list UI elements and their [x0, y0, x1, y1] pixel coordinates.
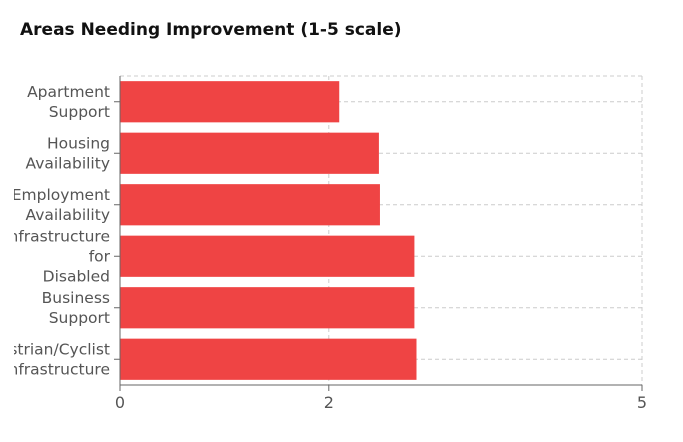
- category-label: Housing Availability: [26, 134, 111, 172]
- x-tick-label: 5: [637, 393, 647, 412]
- bar[interactable]: [120, 81, 340, 123]
- bar[interactable]: [120, 132, 379, 174]
- category-label: Apartment Support: [27, 83, 110, 121]
- x-tick-label: 2: [324, 393, 334, 412]
- axes: 0 2 5: [114, 76, 647, 412]
- category-label: Business Support: [42, 289, 110, 327]
- category-label: Infrastructure for Disabled: [4, 227, 111, 285]
- bar[interactable]: [120, 235, 415, 277]
- category-label: Employment Availability: [12, 186, 110, 224]
- bar[interactable]: [120, 287, 415, 329]
- category-labels: Apartment Support Housing Availability Emplo…: [0, 83, 111, 379]
- bars: [120, 81, 417, 380]
- bar[interactable]: [120, 338, 417, 380]
- bar[interactable]: [120, 184, 380, 226]
- chart-title: Areas Needing Improvement (1-5 scale): [20, 20, 402, 40]
- x-tick-label: 0: [115, 393, 125, 412]
